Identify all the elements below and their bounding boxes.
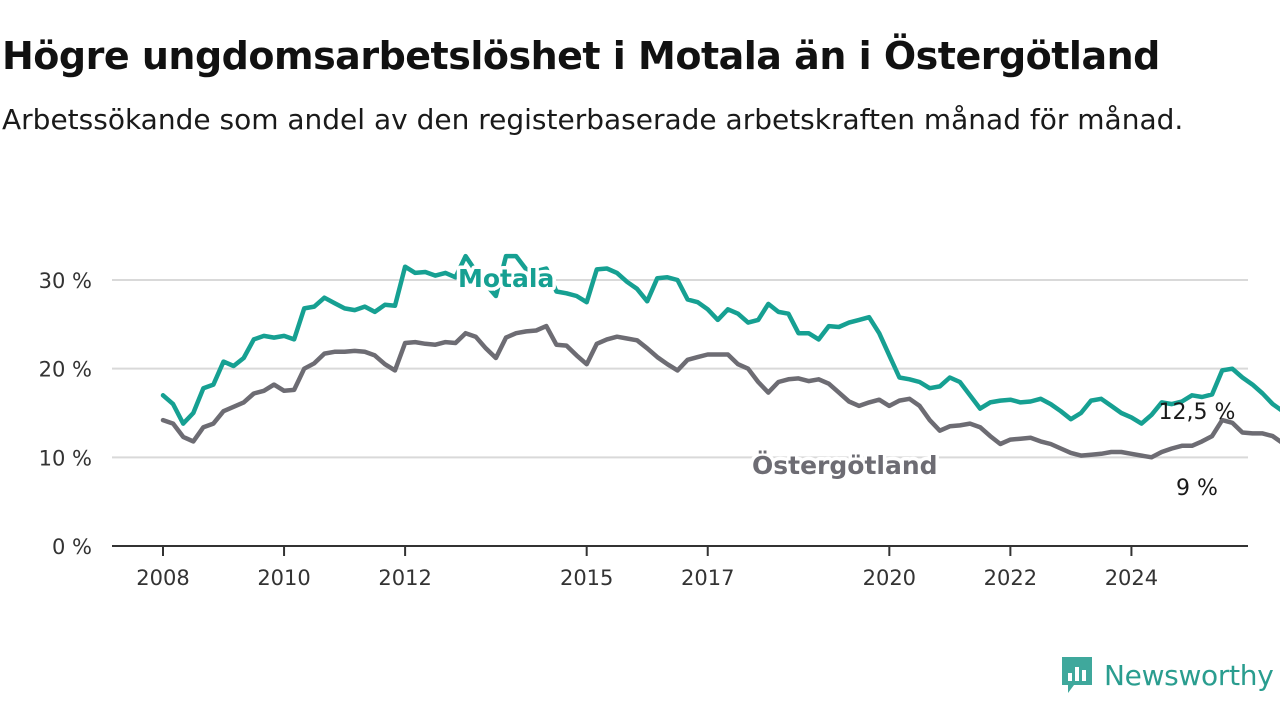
x-tick-label: 2015 [560, 566, 613, 590]
x-tick-label: 2017 [681, 566, 734, 590]
line-chart: 2008 2010 2012 2015 2017 2020 2022 2024 0 % 10 %… [39, 253, 1280, 590]
y-tick-label: 10 % [39, 446, 92, 470]
x-axis: 2008 2010 2012 2015 2017 2020 2022 2024 [112, 545, 1248, 590]
end-label-motala: 12,5 % [1159, 400, 1236, 425]
x-tick-label: 2008 [136, 566, 189, 590]
series-labels: Motala Östergötland 12,5 % 9 % [455, 261, 1236, 502]
x-tick-label: 2012 [378, 566, 431, 590]
chart-title: Högre ungdomsarbetslöshet i Motala än i … [2, 34, 1160, 78]
x-tick-label: 2022 [984, 566, 1037, 590]
newsworthy-logo-icon [1062, 657, 1092, 693]
series-label-ostergotland: Östergötland [752, 450, 938, 480]
newsworthy-brand: Newsworthy [1060, 654, 1274, 696]
series-label-motala: Motala [458, 264, 554, 293]
x-tick-label: 2020 [863, 566, 916, 590]
y-axis-ticks: 0 % 10 % 20 % 30 % [39, 269, 92, 559]
series-line-motala [160, 253, 1280, 426]
brand-name: Newsworthy [1104, 658, 1274, 692]
x-tick-label: 2024 [1105, 566, 1158, 590]
end-label-ostergotland: 9 % [1176, 476, 1218, 501]
series-lines [160, 253, 1280, 460]
y-tick-label: 30 % [39, 269, 92, 293]
y-tick-label: 0 % [52, 535, 92, 559]
series-line-ostergotland [160, 323, 1280, 460]
x-tick-label: 2010 [257, 566, 310, 590]
y-tick-label: 20 % [39, 358, 92, 382]
chart-subtitle: Arbetssökande som andel av den registerb… [2, 103, 1184, 136]
